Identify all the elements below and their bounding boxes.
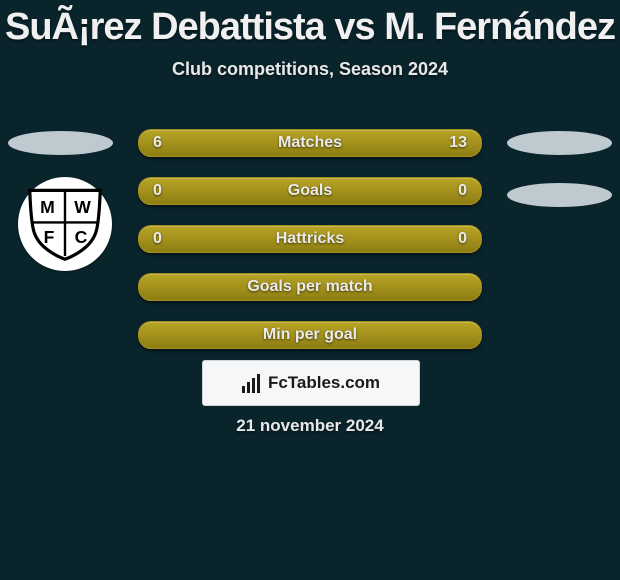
stat-bar: Matches6 13 (138, 129, 482, 157)
stat-value-right: 13 (449, 130, 467, 156)
shield-icon: M W F C (25, 187, 105, 261)
stat-value-left: 0 (153, 178, 162, 204)
stat-bar: Min per goal (138, 321, 482, 349)
stat-label: Min per goal (139, 322, 481, 348)
bars-icon (242, 374, 262, 393)
badge-letter-c: C (75, 227, 88, 247)
footer-logo-text: FcTables.com (268, 373, 380, 393)
stat-value-right: 0 (458, 178, 467, 204)
page-title: SuÃ¡rez Debattista vs M. Fernández (0, 6, 620, 49)
badge-letter-f: F (44, 227, 55, 247)
footer-date: 21 november 2024 (0, 416, 620, 436)
page-subtitle: Club competitions, Season 2024 (0, 59, 620, 80)
badge-letter-m: M (40, 197, 55, 217)
page-root: SuÃ¡rez Debattista vs M. Fernández Club … (0, 6, 620, 580)
footer-logo: FcTables.com (202, 360, 420, 406)
stat-bar: Goals0 0 (138, 177, 482, 205)
badge-letter-w: W (74, 197, 91, 217)
left-club-badge: M W F C (18, 177, 112, 271)
stat-bars: Matches613Goals00Hattricks00Goals per ma… (138, 129, 482, 369)
stat-label: Hattricks (139, 226, 481, 252)
stat-value-right: 0 (458, 226, 467, 252)
stat-label: Goals per match (139, 274, 481, 300)
stat-bar: Hattricks0 0 (138, 225, 482, 253)
right-club-placeholder (507, 183, 612, 207)
stat-value-left: 6 (153, 130, 162, 156)
stat-value-left: 0 (153, 226, 162, 252)
stat-label: Goals (139, 178, 481, 204)
left-player-placeholder (8, 131, 113, 155)
right-player-placeholder (507, 131, 612, 155)
stat-label: Matches (139, 130, 481, 156)
stat-bar: Goals per match (138, 273, 482, 301)
